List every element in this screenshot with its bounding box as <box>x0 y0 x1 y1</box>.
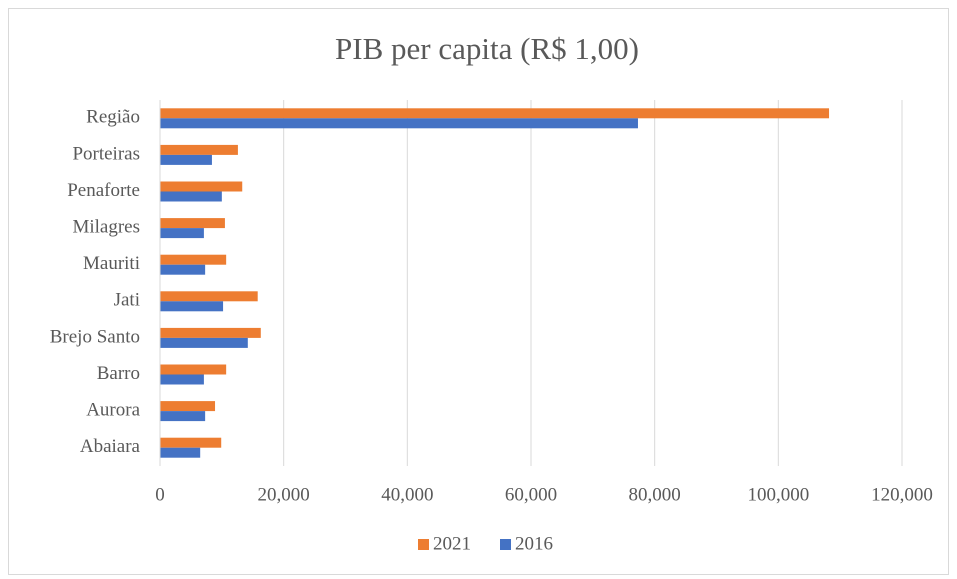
bar <box>160 411 206 422</box>
x-tick-label: 40,000 <box>381 484 433 505</box>
bar <box>160 264 206 275</box>
bar <box>160 291 258 302</box>
bar <box>160 254 227 265</box>
bar <box>160 108 830 119</box>
bar <box>160 118 638 129</box>
bar <box>160 401 216 412</box>
y-tick-label: Brejo Santo <box>50 326 140 347</box>
y-tick-label: Porteiras <box>72 143 140 164</box>
bar <box>160 191 222 202</box>
x-tick-label: 60,000 <box>505 484 557 505</box>
y-tick-label: Abaiara <box>80 436 141 457</box>
bar <box>160 364 227 375</box>
bar <box>160 374 204 385</box>
bar <box>160 447 201 458</box>
y-tick-label: Região <box>86 107 140 128</box>
y-tick-label: Jati <box>114 290 140 311</box>
bar <box>160 181 243 192</box>
bar <box>160 218 225 229</box>
x-tick-label: 0 <box>155 484 165 505</box>
legend-label: 2016 <box>515 533 553 554</box>
legend-swatch <box>500 539 511 550</box>
x-tick-label: 100,000 <box>747 484 809 505</box>
bar <box>160 301 224 312</box>
legend-swatch <box>418 539 429 550</box>
bar <box>160 228 204 239</box>
x-tick-label: 20,000 <box>258 484 310 505</box>
y-tick-label: Milagres <box>72 216 140 237</box>
bar <box>160 437 222 448</box>
bar <box>160 154 212 165</box>
bar <box>160 337 248 348</box>
chart-title: PIB per capita (R$ 1,00) <box>335 31 639 66</box>
y-tick-label: Barro <box>97 363 140 384</box>
y-tick-label: Aurora <box>86 399 140 420</box>
bar <box>160 327 261 338</box>
x-tick-label: 80,000 <box>629 484 681 505</box>
y-tick-label: Mauriti <box>83 253 140 274</box>
y-tick-label: Penaforte <box>67 180 140 201</box>
bar <box>160 144 238 155</box>
legend-label: 2021 <box>433 533 471 554</box>
x-tick-label: 120,000 <box>871 484 933 505</box>
